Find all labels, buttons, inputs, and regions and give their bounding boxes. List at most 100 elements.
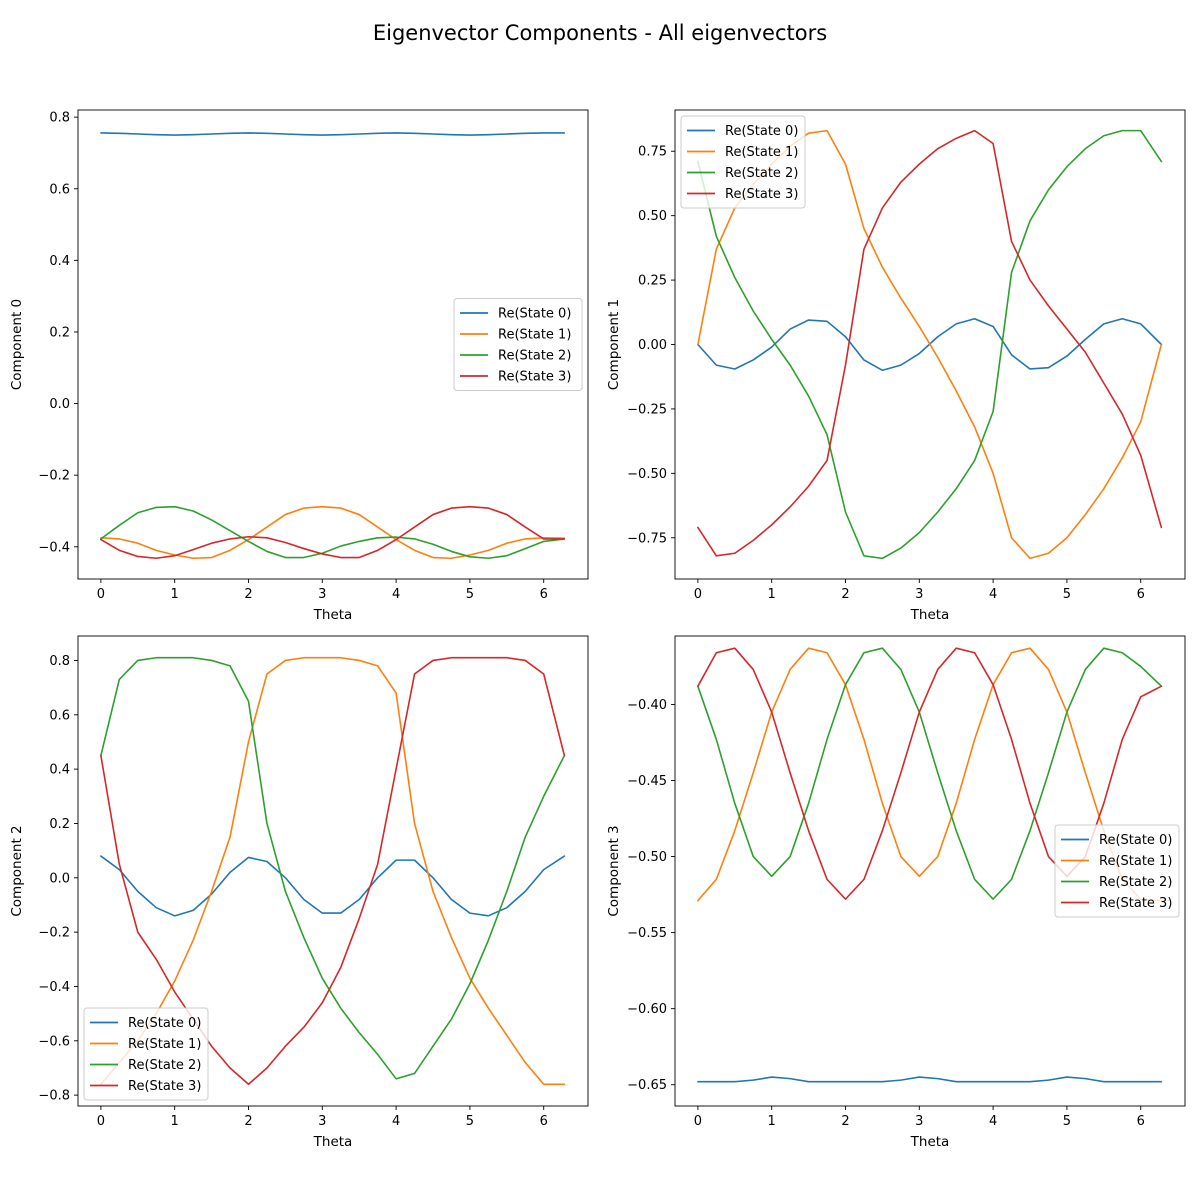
x-tick-label: 6 <box>1137 587 1145 602</box>
subplot-2: 0 1 2 3 4 5 6 −0.8 −0.6 −0.4 −0.2 0.0 0.2 0.4 0.6 0.8 Th… <box>9 635 589 1150</box>
series-line-state-1 <box>100 656 566 1086</box>
legend-label-state-0: Re(State 0) <box>1099 833 1172 848</box>
x-tick-label: 3 <box>318 587 326 602</box>
legend-box <box>453 298 583 391</box>
y-tick-label: −0.65 <box>627 1078 667 1093</box>
y-tick-label: −0.6 <box>38 1034 70 1049</box>
axes-frame <box>77 635 589 1107</box>
y-tick-label: −0.40 <box>627 698 667 713</box>
y-axis-label: Component 3 <box>606 825 622 916</box>
x-tick-label: 1 <box>768 587 776 602</box>
y-axis-label: Component 1 <box>606 299 622 390</box>
x-tick-label: 0 <box>694 587 702 602</box>
y-tick-label: 0.75 <box>638 145 667 160</box>
legend-label-state-0: Re(State 0) <box>128 1016 201 1031</box>
x-tick-label: 0 <box>97 1114 105 1129</box>
series-line-state-3 <box>100 505 566 560</box>
x-tick-label: 5 <box>466 587 474 602</box>
x-tick-label: 2 <box>244 1114 252 1129</box>
x-tick-label: 3 <box>915 587 923 602</box>
y-tick-label: 0.00 <box>638 338 667 353</box>
legend-box <box>1054 824 1180 918</box>
legend-label-state-2: Re(State 2) <box>498 349 571 364</box>
x-tick-label: 4 <box>989 587 997 602</box>
x-axis-label: Theta <box>910 1134 950 1150</box>
series-line-state-2 <box>697 129 1163 560</box>
series-line-state-3 <box>100 656 566 1086</box>
series-group <box>100 132 566 560</box>
x-tick-label: 1 <box>171 587 179 602</box>
y-tick-label: −0.75 <box>627 531 667 546</box>
x-tick-label: 5 <box>1063 587 1071 602</box>
legend-label-state-1: Re(State 1) <box>128 1037 201 1052</box>
subplot-3: 0 1 2 3 4 5 6 −0.65 −0.60 −0.55 −0.50 −0.45 −0.40 The… <box>606 635 1186 1150</box>
y-tick-label: 0.4 <box>49 763 70 778</box>
x-tick-label: 6 <box>1137 1114 1145 1129</box>
subplot-0: 0 1 2 3 4 5 6 −0.4 −0.2 0.0 0.2 0.4 0.6 0.8 Theta Compo… <box>9 109 589 623</box>
x-tick-label: 4 <box>392 1114 400 1129</box>
x-tick-label: 5 <box>1063 1114 1071 1129</box>
x-tick-label: 3 <box>915 1114 923 1129</box>
series-line-state-1 <box>697 647 1163 902</box>
x-tick-label: 6 <box>540 587 548 602</box>
legend-box <box>680 115 806 209</box>
y-tick-label: −0.4 <box>38 980 70 995</box>
x-tick-label: 4 <box>392 587 400 602</box>
series-line-state-0 <box>697 1076 1163 1083</box>
x-tick-label: 4 <box>989 1114 997 1129</box>
x-tick-label: 2 <box>244 587 252 602</box>
legend: Re(State 0) Re(State 1) Re(State 2) Re(Stat… <box>453 298 583 391</box>
legend: Re(State 0) Re(State 1) Re(State 2) Re(Stat… <box>1054 824 1180 918</box>
y-tick-label: 0.6 <box>49 708 70 723</box>
x-tick-label: 6 <box>540 1114 548 1129</box>
y-tick-label: −0.60 <box>627 1002 667 1017</box>
y-tick-label: 0.8 <box>49 111 70 126</box>
series-line-state-3 <box>697 129 1163 557</box>
x-axis-label: Theta <box>313 1134 353 1150</box>
y-tick-label: −0.50 <box>627 467 667 482</box>
legend: Re(State 0) Re(State 1) Re(State 2) Re(Stat… <box>83 1007 209 1101</box>
legend-label-state-0: Re(State 0) <box>725 124 798 139</box>
y-tick-label: 0.2 <box>49 325 70 340</box>
y-tick-label: 0.0 <box>49 871 70 886</box>
series-line-state-2 <box>100 505 566 560</box>
y-tick-label: −0.2 <box>38 926 70 941</box>
x-tick-label: 0 <box>97 587 105 602</box>
legend: Re(State 0) Re(State 1) Re(State 2) Re(Stat… <box>680 115 806 209</box>
y-tick-label: −0.55 <box>627 926 667 941</box>
y-tick-label: 0.25 <box>638 274 667 289</box>
x-tick-label: 1 <box>171 1114 179 1129</box>
legend-label-state-3: Re(State 3) <box>128 1079 201 1094</box>
subplot-1: 0 1 2 3 4 5 6 −0.75 −0.50 −0.25 0.00 0.25 0.50 0.75 Th… <box>606 109 1186 623</box>
legend-label-state-0: Re(State 0) <box>498 307 571 322</box>
y-tick-label: 0.6 <box>49 182 70 197</box>
legend-label-state-1: Re(State 1) <box>498 328 571 343</box>
y-tick-label: 0.0 <box>49 397 70 412</box>
axes-frame <box>674 635 1186 1107</box>
x-tick-label: 5 <box>466 1114 474 1129</box>
y-axis-label: Component 0 <box>9 299 25 390</box>
y-tick-label: −0.50 <box>627 850 667 865</box>
legend-label-state-1: Re(State 1) <box>725 145 798 160</box>
y-tick-label: −0.25 <box>627 402 667 417</box>
y-tick-label: −0.8 <box>38 1089 70 1104</box>
legend-label-state-3: Re(State 3) <box>725 187 798 202</box>
x-tick-label: 2 <box>841 1114 849 1129</box>
x-tick-label: 3 <box>318 1114 326 1129</box>
legend-box <box>83 1007 209 1101</box>
series-line-state-0 <box>100 855 566 917</box>
series-group <box>100 656 566 1086</box>
legend-label-state-1: Re(State 1) <box>1099 854 1172 869</box>
axes-frame <box>77 109 589 580</box>
y-tick-label: 0.50 <box>638 209 667 224</box>
y-tick-label: 0.4 <box>49 254 70 269</box>
legend-label-state-2: Re(State 2) <box>1099 875 1172 890</box>
figure-title: Eigenvector Components - All eigenvector… <box>373 21 827 45</box>
legend-label-state-2: Re(State 2) <box>725 166 798 181</box>
legend-label-state-3: Re(State 3) <box>1099 896 1172 911</box>
x-axis-label: Theta <box>313 607 353 623</box>
y-tick-label: −0.2 <box>38 469 70 484</box>
subplots: 0 1 2 3 4 5 6 −0.4 −0.2 0.0 0.2 0.4 0.6 0.8 Theta Compo… <box>9 109 1186 1150</box>
x-axis-label: Theta <box>910 607 950 623</box>
x-tick-label: 0 <box>694 1114 702 1129</box>
